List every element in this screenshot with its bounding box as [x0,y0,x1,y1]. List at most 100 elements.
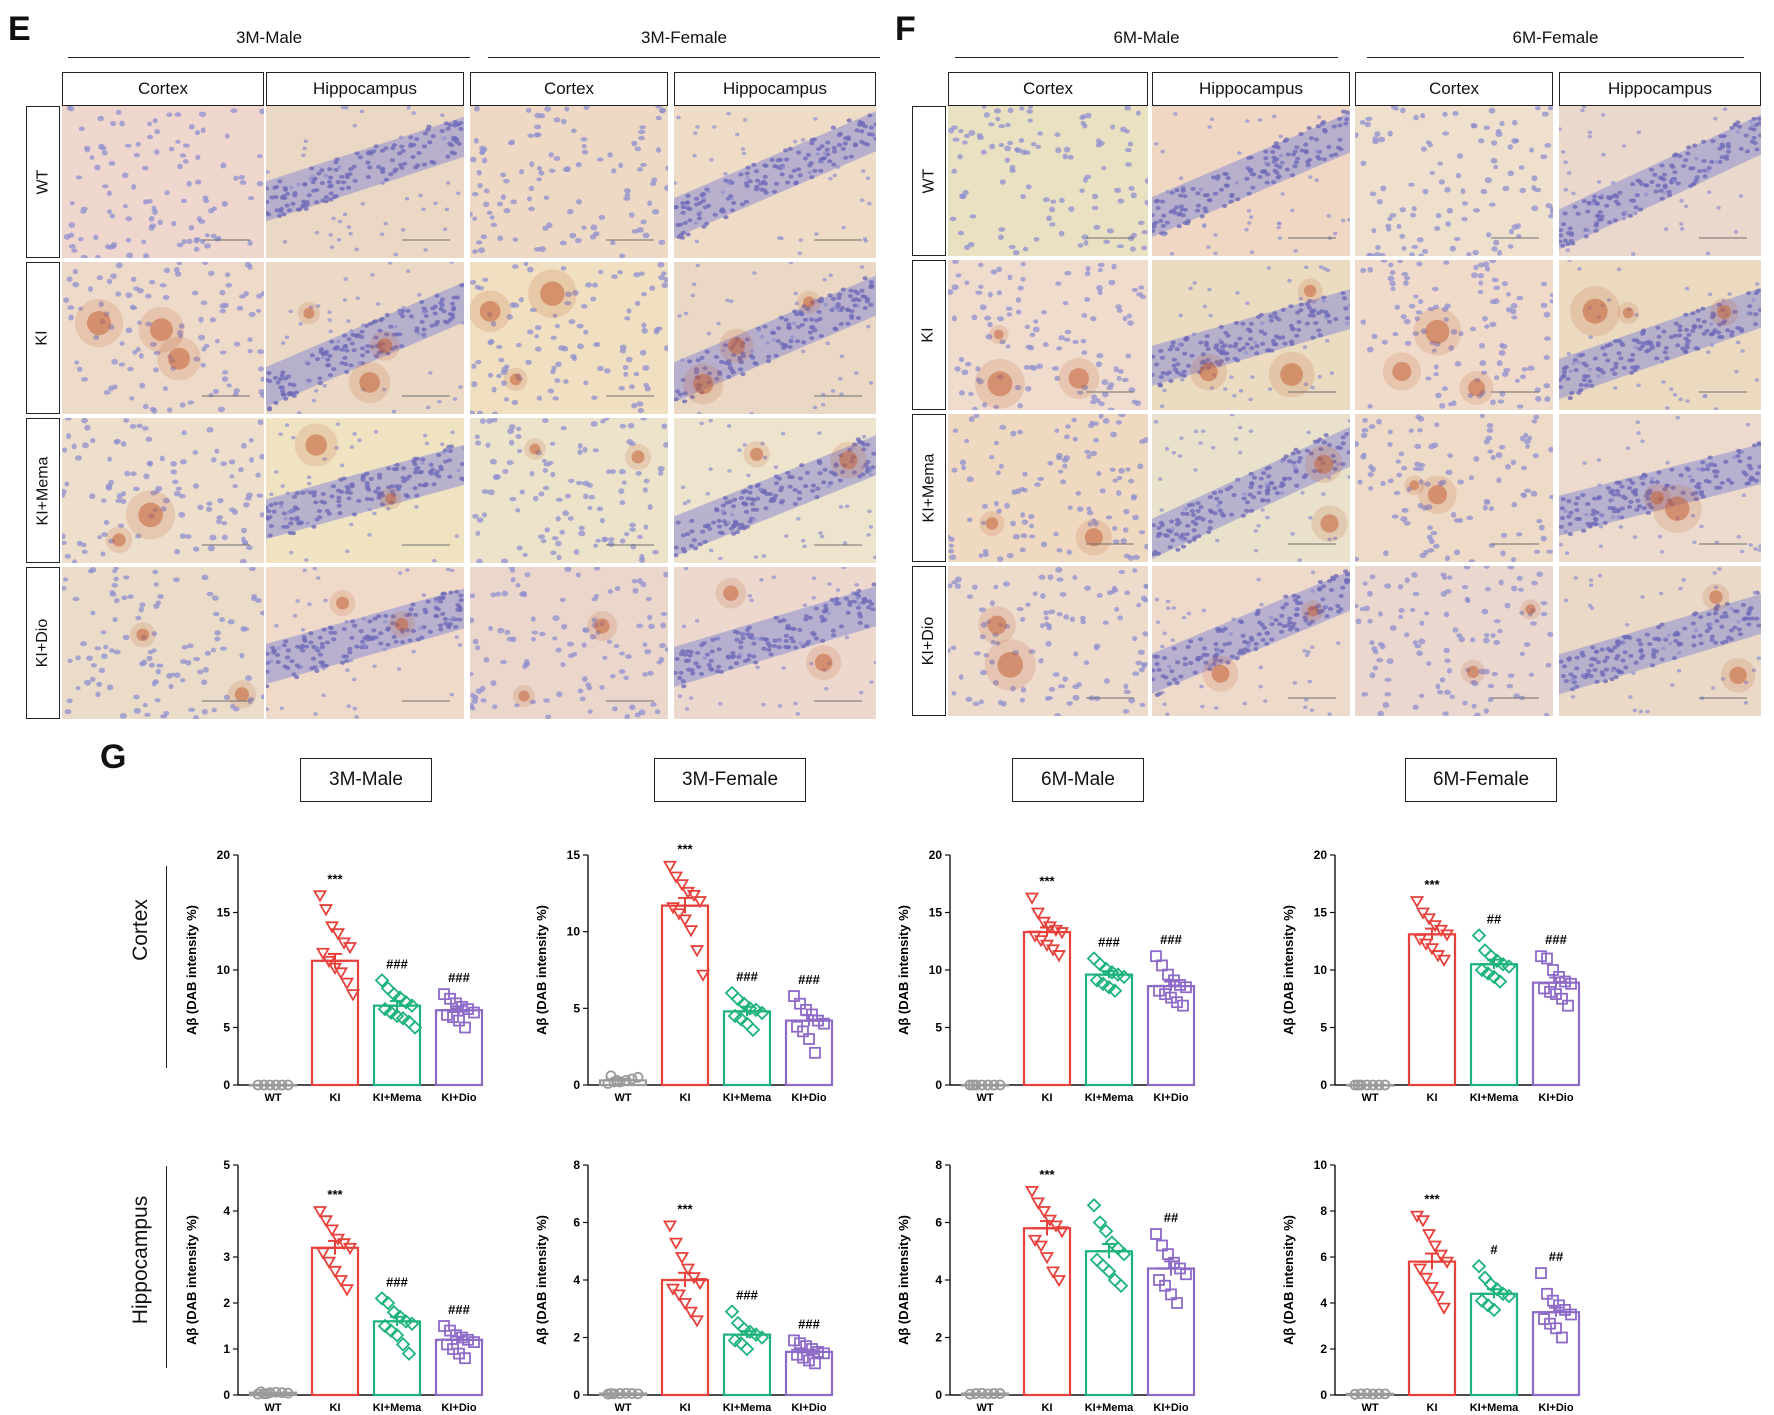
x-tick-label: KI [1427,1402,1438,1414]
y-axis-label: Aβ (DAB intensity %) [1281,1215,1296,1345]
chart-group-title-3: 6M-Male [1012,758,1144,802]
micrograph-tile [1559,414,1761,562]
y-tick-label: 0 [573,1078,580,1092]
y-tick-label: 2 [1320,1342,1327,1356]
y-tick-label: 6 [935,1216,942,1230]
y-tick-label: 2 [573,1331,580,1345]
bar-wt [1347,1394,1393,1395]
x-tick-label: WT [614,1402,631,1414]
y-tick-label: 2 [935,1331,942,1345]
data-point [327,1225,338,1235]
bar-chart-cortex-3M-Male: Aβ (DAB intensity %)05101520WT***KI###KI… [178,835,478,1105]
x-tick-label: KI+Dio [441,1402,476,1414]
column-label-e-2: Hippocampus [266,72,464,106]
y-tick-label: 8 [1320,1204,1327,1218]
y-tick-label: 5 [1320,1021,1327,1035]
y-tick-label: 10 [217,963,231,977]
x-tick-label: WT [1361,1402,1378,1414]
x-tick-label: KI+Mema [1085,1402,1134,1414]
row-label-f-ki-dio: KI+Dio [912,566,946,716]
row-label-text: KI+Dio [920,617,938,665]
group-title-f-2: 6M-Female [1367,28,1744,58]
data-point [1151,1229,1161,1239]
x-tick-label: KI+Mema [1085,1092,1134,1104]
x-tick-label: KI+Dio [1538,1092,1573,1104]
y-tick-label: 15 [929,906,943,920]
y-tick-label: 0 [1320,1078,1327,1092]
micrograph-tile [62,567,264,719]
x-tick-label: KI+Mema [373,1402,422,1414]
significance-label: *** [327,871,343,886]
significance-label: ### [798,1316,820,1331]
significance-label: *** [677,1201,693,1216]
row-label-f-ki: KI [912,260,946,410]
data-point [327,922,338,932]
micrograph-tile [470,262,668,414]
y-axis-label: Aβ (DAB intensity %) [1281,905,1296,1035]
micrograph-tile [1355,260,1553,410]
region-label-text: Cortex [129,899,153,961]
significance-label: ### [386,1274,408,1289]
y-tick-label: 0 [223,1388,230,1402]
y-axis-label: Aβ (DAB intensity %) [896,905,911,1035]
region-bracket-hippocampus [166,1166,167,1368]
y-tick-label: 3 [223,1250,230,1264]
bar-wt [962,1394,1008,1395]
column-label-e-1: Cortex [62,72,264,106]
bar-chart-hippo-6M-Female: Aβ (DAB intensity %)0246810WT***KI#KI+Me… [1275,1145,1575,1415]
x-tick-label: KI+Dio [791,1402,826,1414]
micrograph-tile [674,418,876,563]
data-point [1424,914,1435,924]
panel-letter-f: F [895,10,916,49]
y-tick-label: 8 [573,1158,580,1172]
micrograph-tile [674,262,876,414]
data-point [671,1239,682,1249]
micrograph-tile [1559,260,1761,410]
data-point [726,987,738,999]
data-point [1418,909,1429,919]
row-label-e-wt: WT [26,106,60,258]
micrograph-tile [470,418,668,563]
x-tick-label: KI+Mema [1470,1402,1519,1414]
y-tick-label: 10 [1314,1158,1328,1172]
micrograph-tile [1152,106,1350,256]
bar-chart-hippo-3M-Male: Aβ (DAB intensity %)012345WT***KI###KI+M… [178,1145,478,1415]
group-title-e-2: 3M-Female [488,28,880,58]
y-tick-label: 5 [223,1158,230,1172]
y-tick-label: 15 [1314,906,1328,920]
y-tick-label: 0 [1320,1388,1327,1402]
y-tick-label: 6 [573,1216,580,1230]
y-tick-label: 5 [573,1001,580,1015]
x-tick-label: KI [680,1092,691,1104]
significance-label: ## [1164,1210,1179,1225]
bar-chart-cortex-3M-Female: Aβ (DAB intensity %)051015WT***KI###KI+M… [528,835,828,1105]
column-label-f-2: Hippocampus [1152,72,1350,106]
x-tick-label: WT [614,1092,631,1104]
significance-label: ### [1098,935,1120,950]
significance-label: ### [798,972,820,987]
significance-label: ### [448,1302,470,1317]
data-point [795,1338,805,1348]
x-tick-label: KI+Mema [1470,1092,1519,1104]
region-label-text: Hippocampus [129,1196,153,1324]
y-tick-label: 0 [935,1388,942,1402]
significance-label: ### [448,970,470,985]
bar-ki-mema [374,1321,420,1395]
region-label-cortex: Cortex [124,860,158,1000]
x-tick-label: KI+Dio [1153,1402,1188,1414]
micrograph-tile [266,106,464,258]
bar-ki [312,1248,358,1395]
data-point [1088,953,1100,965]
data-point [321,1216,332,1226]
y-tick-label: 4 [223,1204,230,1218]
significance-label: *** [1424,877,1440,892]
column-label-f-3: Cortex [1355,72,1553,106]
x-tick-label: KI [1427,1092,1438,1104]
data-point [1473,1260,1485,1272]
y-axis-label: Aβ (DAB intensity %) [534,905,549,1035]
data-point [1479,1272,1491,1284]
bar-ki-dio [1148,1269,1194,1396]
row-label-f-wt: WT [912,106,946,256]
chart-group-title-2: 3M-Female [654,758,806,802]
